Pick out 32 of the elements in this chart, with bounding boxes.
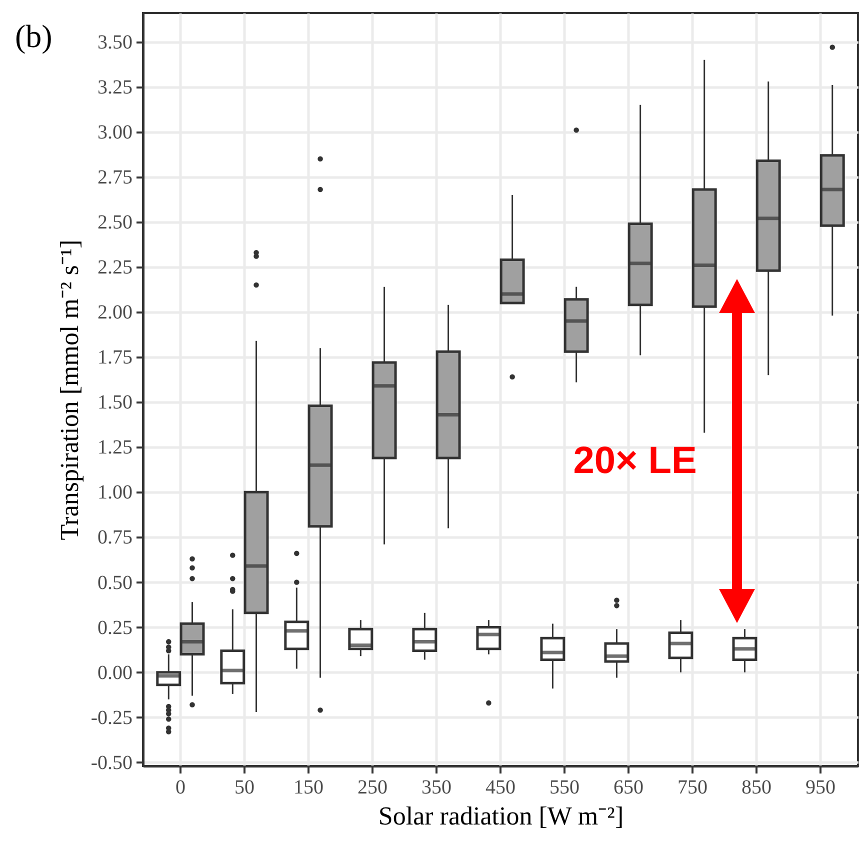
- x-tick-label: 0: [175, 776, 186, 798]
- y-tick-label: 2.25: [98, 256, 132, 278]
- x-tick-label: 50: [234, 776, 254, 798]
- y-tick-label: 0.50: [98, 572, 132, 594]
- x-tick-label: 750: [678, 776, 708, 798]
- x-tick-label: 950: [806, 776, 836, 798]
- x-tick-label: 150: [293, 776, 324, 798]
- y-tick-label: 1.25: [98, 436, 132, 459]
- chart-title: (b): [15, 18, 52, 54]
- y-tick-label: 1.75: [98, 346, 132, 369]
- x-tick-label: 350: [421, 776, 452, 798]
- y-tick-label: -0.50: [90, 752, 132, 774]
- y-tick-label: 0.25: [98, 616, 132, 639]
- y-tick-label: 3.25: [98, 76, 132, 98]
- x-tick-label: 550: [550, 776, 580, 798]
- y-tick-label: 0.00: [98, 662, 132, 684]
- x-tick-label: 450: [486, 776, 516, 798]
- y-tick-label: 2.00: [98, 302, 132, 324]
- y-tick-label: 1.50: [98, 392, 132, 414]
- y-tick-label: 2.50: [98, 211, 132, 234]
- y-tick-label: 3.50: [98, 31, 132, 54]
- y-axis-title: Transpiration [mmol m⁻² s⁻¹]: [54, 240, 84, 540]
- y-tick-label: 1.00: [98, 482, 132, 504]
- x-axis-title: Solar radiation [W m⁻²]: [378, 802, 624, 830]
- y-tick-label: 2.75: [98, 166, 132, 188]
- x-tick-label: 250: [357, 776, 388, 798]
- y-tick-label: -0.25: [90, 706, 132, 729]
- y-tick-label: 0.75: [98, 526, 132, 549]
- x-tick-label: 850: [742, 776, 772, 798]
- x-tick-label: 650: [614, 776, 644, 798]
- y-tick-label: 3.00: [98, 121, 132, 144]
- annotation: 20× LE: [573, 440, 697, 482]
